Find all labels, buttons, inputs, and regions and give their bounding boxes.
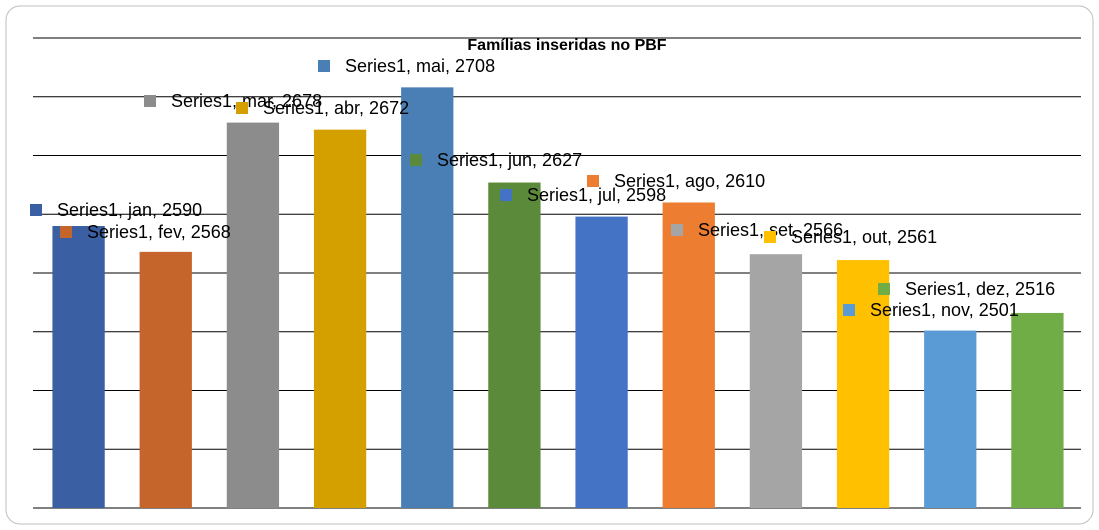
label-key [60, 226, 72, 238]
label-key [410, 154, 422, 166]
label-key [236, 102, 248, 114]
bar [401, 87, 454, 508]
data-label: Series1, ago, 2610 [614, 171, 765, 191]
data-label: Series1, jan, 2590 [57, 200, 202, 220]
data-label: Series1, out, 2561 [791, 227, 937, 247]
bar [139, 251, 192, 508]
data-label: Series1, jul, 2598 [527, 185, 666, 205]
bar [749, 254, 803, 508]
label-key [318, 60, 330, 72]
chart-title: Famílias inseridas no PBF [467, 37, 666, 54]
bar [662, 202, 715, 508]
label-key [764, 231, 776, 243]
label-key [671, 224, 683, 236]
data-label: Series1, fev, 2568 [87, 222, 231, 242]
label-key [878, 283, 890, 295]
label-key [843, 304, 855, 316]
bar [575, 216, 628, 508]
data-label: Series1, set, 2566 [698, 220, 843, 240]
bar [52, 226, 105, 508]
data-label: Series1, abr, 2672 [263, 98, 409, 118]
data-label: Series1, dez, 2516 [905, 279, 1055, 299]
label-key [144, 95, 156, 107]
data-label: Series1, mai, 2708 [345, 56, 495, 76]
bar [313, 129, 367, 508]
bar [488, 182, 541, 508]
bar [226, 122, 280, 508]
bar [924, 330, 977, 508]
data-label: Series1, jun, 2627 [437, 150, 582, 170]
label-key [30, 204, 42, 216]
bar [1011, 312, 1064, 508]
data-label: Series1, nov, 2501 [870, 300, 1019, 320]
label-key [500, 189, 512, 201]
data-label: Series1, mar, 2678 [171, 91, 322, 111]
label-key [587, 175, 599, 187]
bar [836, 260, 890, 508]
